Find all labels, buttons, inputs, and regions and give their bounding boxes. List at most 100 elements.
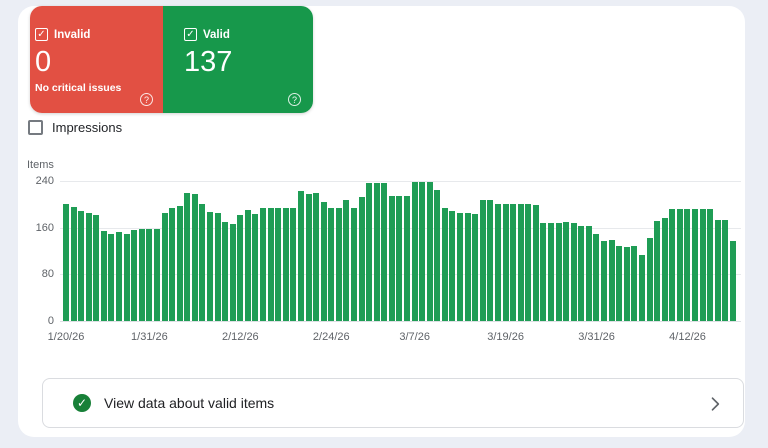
chart-bar[interactable] [199,203,206,321]
chart-bar[interactable] [540,223,547,321]
chart-bar[interactable] [517,203,524,321]
invalid-card[interactable]: ✓ Invalid 0 No critical issues ? [30,6,163,113]
chart-bar[interactable] [153,228,160,321]
chart-bar[interactable] [532,204,539,321]
chart-bar[interactable] [722,220,729,321]
chart-bar[interactable] [184,192,191,321]
chart-bar[interactable] [691,209,698,321]
chart-bar[interactable] [457,212,464,321]
chart-bar[interactable] [707,209,714,321]
chart-bar[interactable] [191,193,198,321]
chart-bar[interactable] [441,207,448,321]
chart-bar[interactable] [146,228,153,321]
chart-bar[interactable] [381,183,388,321]
chart-bar[interactable] [305,193,312,321]
chart-bar[interactable] [78,211,85,321]
chart-bar[interactable] [335,207,342,321]
chart-bar[interactable] [176,205,183,321]
chart-bar[interactable] [585,225,592,321]
chart-bar[interactable] [343,199,350,321]
chart-bar[interactable] [714,220,721,321]
chart-bar[interactable] [646,238,653,321]
chart-bar[interactable] [654,221,661,321]
chart-bar[interactable] [525,203,532,321]
chart-bar[interactable] [434,190,441,321]
chart-bar[interactable] [487,199,494,321]
chart-bar[interactable] [411,182,418,321]
chart-bar[interactable] [426,182,433,321]
chart-bar[interactable] [419,182,426,321]
chart-bar[interactable] [222,221,229,321]
chart-bar[interactable] [510,204,517,321]
chart-bar[interactable] [472,213,479,321]
chart-bar[interactable] [494,204,501,321]
chart-bar[interactable] [297,190,304,321]
chart-bar[interactable] [623,246,630,321]
chart-bar[interactable] [214,213,221,321]
chart-bar[interactable] [616,245,623,321]
help-icon[interactable]: ? [288,93,301,106]
chart-bar[interactable] [464,213,471,321]
chart-bar[interactable] [593,234,600,321]
chart-bar[interactable] [578,225,585,321]
valid-checkbox-checked[interactable]: ✓ [184,28,197,41]
chart-bar[interactable] [563,222,570,321]
chart-bar[interactable] [63,204,69,321]
chart-bar[interactable] [131,230,138,321]
chart-bar[interactable] [601,240,608,321]
chart-bar[interactable] [638,255,645,321]
chart-bar[interactable] [684,209,691,321]
chart-bar[interactable] [555,223,562,321]
chart-bar[interactable] [373,183,380,321]
chart-bar[interactable] [237,215,244,321]
view-valid-items-row[interactable]: ✓ View data about valid items [42,378,744,428]
chart-bar[interactable] [260,208,267,321]
chart-bar[interactable] [358,196,365,321]
valid-card[interactable]: ✓ Valid 137 ? [163,6,313,113]
chart-bar[interactable] [275,208,282,321]
chart-bar[interactable] [252,214,259,321]
chart-bar[interactable] [282,208,289,321]
chart-bar[interactable] [404,196,411,321]
chart-bar[interactable] [729,240,736,321]
chart-bar[interactable] [328,208,335,321]
chart-bar[interactable] [161,213,168,321]
chart-bar[interactable] [699,209,706,321]
chart-bar[interactable] [320,202,327,321]
valid-count: 137 [184,46,233,78]
chart-bar[interactable] [548,223,554,321]
chart-bar[interactable] [93,215,100,321]
chart-bar[interactable] [570,223,577,321]
chart-bar[interactable] [229,223,236,321]
chart-bar[interactable] [169,207,176,321]
chart-bar[interactable] [100,230,107,321]
chart-bar[interactable] [244,209,251,321]
items-bar-chart [63,181,736,321]
invalid-checkbox-checked[interactable]: ✓ [35,28,48,41]
chart-bar[interactable] [502,204,509,321]
chart-bar[interactable] [85,212,92,321]
chart-bar[interactable] [108,234,115,321]
chart-bar[interactable] [70,206,77,321]
chart-bar[interactable] [366,183,373,321]
chart-bar[interactable] [388,196,395,321]
chart-bar[interactable] [267,208,274,321]
chart-bar[interactable] [350,207,357,321]
chart-bar[interactable] [138,228,145,321]
chart-bar[interactable] [206,211,213,321]
chart-bar[interactable] [290,207,297,321]
chart-bar[interactable] [608,239,615,321]
chart-bar[interactable] [676,209,683,321]
impressions-toggle[interactable]: Impressions [28,120,122,135]
chart-bar[interactable] [631,246,638,321]
chart-bar[interactable] [123,233,130,321]
chart-bar[interactable] [116,232,123,321]
chart-bar[interactable] [396,196,403,321]
chart-bar[interactable] [449,210,456,321]
chart-bar[interactable] [669,209,676,321]
impressions-checkbox[interactable] [28,120,43,135]
chart-bar[interactable] [479,199,486,321]
chart-bar[interactable] [661,218,668,321]
chart-bar[interactable] [313,193,320,321]
help-icon[interactable]: ? [140,93,153,106]
